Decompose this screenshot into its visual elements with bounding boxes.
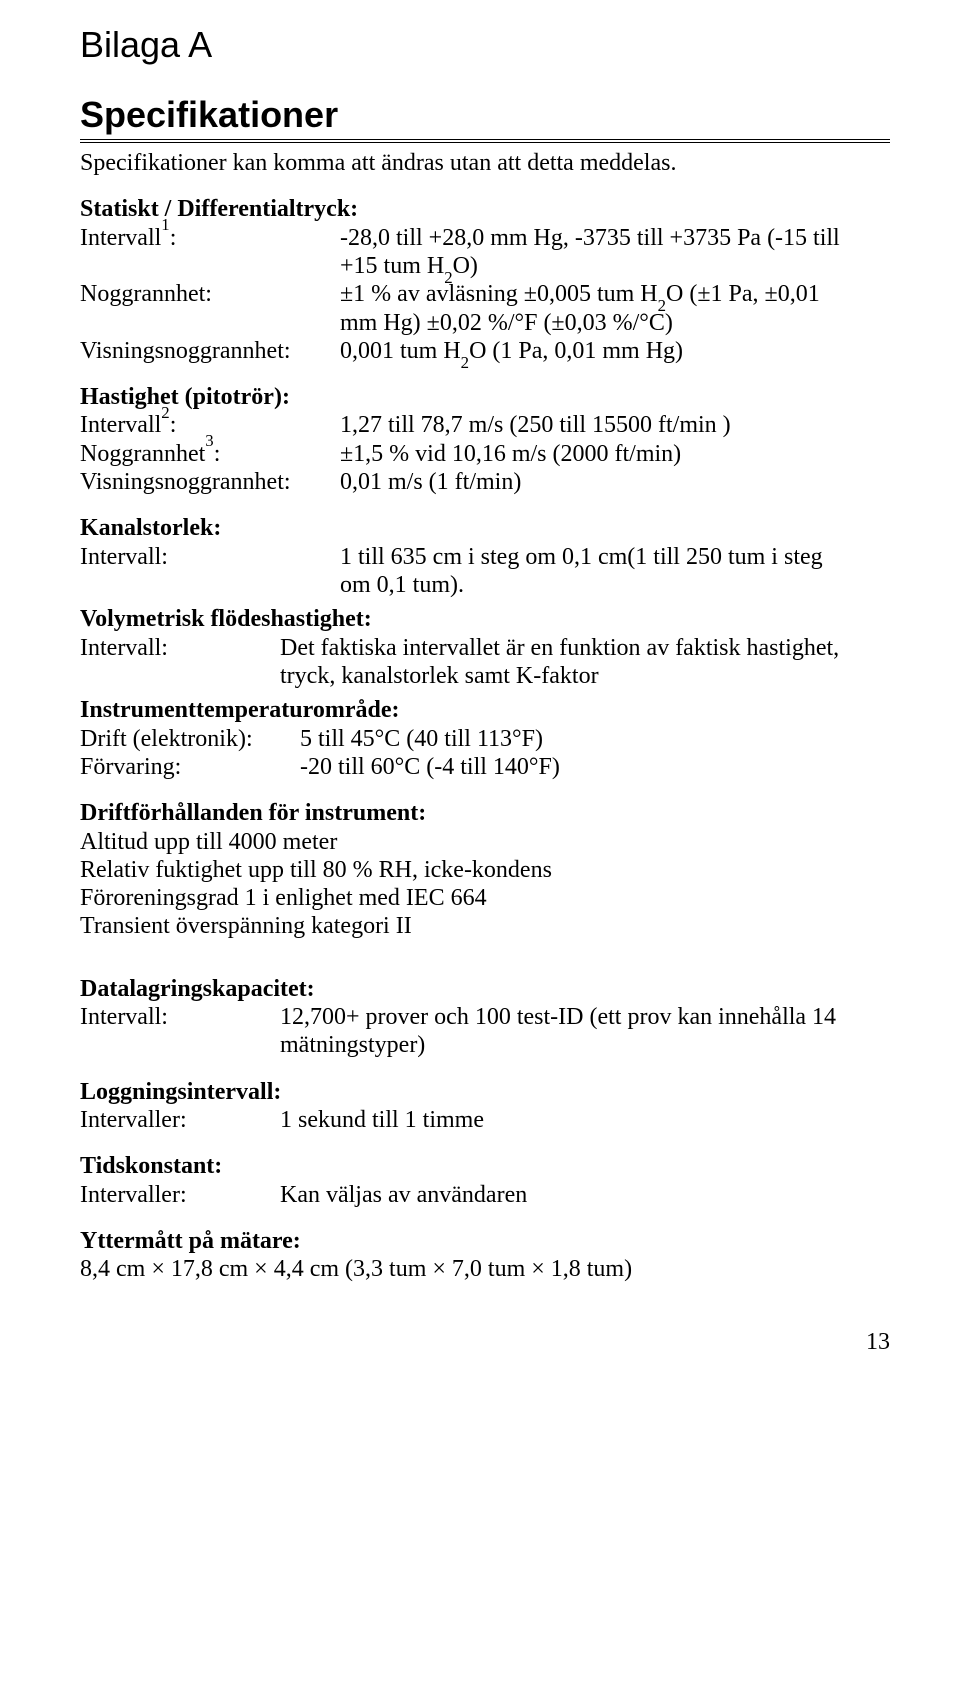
label-colon: : <box>170 225 177 251</box>
datalog-interval-value2: mätningstyper) <box>80 1031 890 1059</box>
duct-title: Kanalstorlek: <box>80 514 890 542</box>
velocity-disp-row: Visningsnoggrannhet: 0,01 m/s (1 ft/min) <box>80 468 890 496</box>
volflow-interval-value2: tryck, kanalstorlek samt K-faktor <box>80 662 890 690</box>
opcond-line-4: Transient överspänning kategori II <box>80 912 890 940</box>
opcond-line-1: Altitud upp till 4000 meter <box>80 828 890 856</box>
page-number: 13 <box>80 1328 890 1356</box>
loginterval-label: Intervaller: <box>80 1106 280 1134</box>
footnote-marker: 1 <box>161 215 169 234</box>
duct-interval-value2: om 0,1 tum). <box>80 571 890 599</box>
opcond-line-2: Relativ fuktighet upp till 80 % RH, icke… <box>80 856 890 884</box>
static-diff-interval-value2: +15 tum H2O) <box>80 252 890 280</box>
static-diff-interval-row: Intervall1: -28,0 till +28,0 mm Hg, -373… <box>80 224 890 252</box>
static-diff-disp-label: Visningsnoggrannhet: <box>80 337 340 365</box>
subscript: 2 <box>444 268 452 287</box>
timeconst-row: Intervaller: Kan väljas av användaren <box>80 1181 890 1209</box>
velocity-interval-value: 1,27 till 78,7 m/s (250 till 15500 ft/mi… <box>340 411 890 439</box>
volflow-interval-value: Det faktiska intervallet är en funktion … <box>280 634 890 662</box>
appendix-title: Bilaga A <box>80 24 890 66</box>
temp-storage-value: -20 till 60°C (-4 till 140°F) <box>300 753 890 781</box>
footnote-marker: 2 <box>161 403 169 422</box>
temp-drift-row: Drift (elektronik): 5 till 45°C (40 till… <box>80 725 890 753</box>
duct-interval-value: 1 till 635 cm i steg om 0,1 cm(1 till 25… <box>340 543 890 571</box>
label-colon: : <box>214 441 221 467</box>
datalog-interval-label: Intervall: <box>80 1003 280 1031</box>
page-heading: Specifikationer <box>80 94 890 136</box>
velocity-accuracy-value: ±1,5 % vid 10,16 m/s (2000 ft/min) <box>340 440 890 468</box>
static-diff-accuracy-label: Noggrannhet: <box>80 280 340 308</box>
datalog-title: Datalagringskapacitet: <box>80 975 890 1003</box>
volflow-title: Volymetrisk flödeshastighet: <box>80 605 890 633</box>
velocity-interval-row: Intervall2: 1,27 till 78,7 m/s (250 till… <box>80 411 890 439</box>
text-b: O (±1 Pa, ±0,01 <box>666 281 820 307</box>
volflow-interval-row: Intervall: Det faktiska intervallet är e… <box>80 634 890 662</box>
footnote-marker: 3 <box>205 431 213 450</box>
loginterval-title: Loggningsintervall: <box>80 1078 890 1106</box>
static-diff-accuracy-value: ±1 % av avläsning ±0,005 tum H2O (±1 Pa,… <box>340 280 890 308</box>
label-text: Intervall <box>80 225 161 251</box>
subscript: 2 <box>461 353 469 372</box>
text-tail: O) <box>453 253 478 279</box>
velocity-disp-value: 0,01 m/s (1 ft/min) <box>340 468 890 496</box>
timeconst-title: Tidskonstant: <box>80 1152 890 1180</box>
duct-interval-label: Intervall: <box>80 543 340 571</box>
lead-text: Specifikationer kan komma att ändras uta… <box>80 149 890 177</box>
volflow-interval-label: Intervall: <box>80 634 280 662</box>
static-diff-interval-label: Intervall1: <box>80 224 340 252</box>
loginterval-value: 1 sekund till 1 timme <box>280 1106 890 1134</box>
temp-drift-label: Drift (elektronik): <box>80 725 300 753</box>
static-diff-accuracy-row: Noggrannhet: ±1 % av avläsning ±0,005 tu… <box>80 280 890 308</box>
timeconst-label: Intervaller: <box>80 1181 280 1209</box>
heading-rule <box>80 139 890 143</box>
velocity-accuracy-row: Noggrannhet3: ±1,5 % vid 10,16 m/s (2000… <box>80 440 890 468</box>
duct-interval-row: Intervall: 1 till 635 cm i steg om 0,1 c… <box>80 543 890 571</box>
text-b: O (1 Pa, 0,01 mm Hg) <box>469 338 683 364</box>
label-text: Noggrannhet <box>80 441 205 467</box>
datalog-interval-value: 12,700+ prover och 100 test-ID (ett prov… <box>280 1003 890 1031</box>
dims-title: Yttermått på mätare: <box>80 1227 890 1255</box>
loginterval-row: Intervaller: 1 sekund till 1 timme <box>80 1106 890 1134</box>
text: +15 tum H <box>340 253 444 279</box>
velocity-disp-label: Visningsnoggrannhet: <box>80 468 340 496</box>
static-diff-accuracy-value2: mm Hg) ±0,02 %/°F (±0,03 %/°C) <box>80 309 890 337</box>
datalog-interval-row: Intervall: 12,700+ prover och 100 test-I… <box>80 1003 890 1031</box>
timeconst-value: Kan väljas av användaren <box>280 1181 890 1209</box>
static-diff-disp-value: 0,001 tum H2O (1 Pa, 0,01 mm Hg) <box>340 337 890 365</box>
temp-storage-row: Förvaring: -20 till 60°C (-4 till 140°F) <box>80 753 890 781</box>
temp-drift-value: 5 till 45°C (40 till 113°F) <box>300 725 890 753</box>
static-diff-disp-row: Visningsnoggrannhet: 0,001 tum H2O (1 Pa… <box>80 337 890 365</box>
dims-value: 8,4 cm × 17,8 cm × 4,4 cm (3,3 tum × 7,0… <box>80 1255 890 1283</box>
velocity-accuracy-label: Noggrannhet3: <box>80 440 340 468</box>
static-diff-interval-value: -28,0 till +28,0 mm Hg, -3735 till +3735… <box>340 224 890 252</box>
text-a: ±1 % av avläsning ±0,005 tum H <box>340 281 658 307</box>
text-a: 0,001 tum H <box>340 338 461 364</box>
opcond-title: Driftförhållanden för instrument: <box>80 799 890 827</box>
static-diff-title: Statiskt / Differentialtryck: <box>80 195 890 223</box>
opcond-line-3: Föroreningsgrad 1 i enlighet med IEC 664 <box>80 884 890 912</box>
temp-title: Instrumenttemperaturområde: <box>80 696 890 724</box>
temp-storage-label: Förvaring: <box>80 753 300 781</box>
label-text: Intervall <box>80 412 161 438</box>
label-colon: : <box>170 412 177 438</box>
velocity-title: Hastighet (pitotrör): <box>80 383 890 411</box>
subscript: 2 <box>658 296 666 315</box>
